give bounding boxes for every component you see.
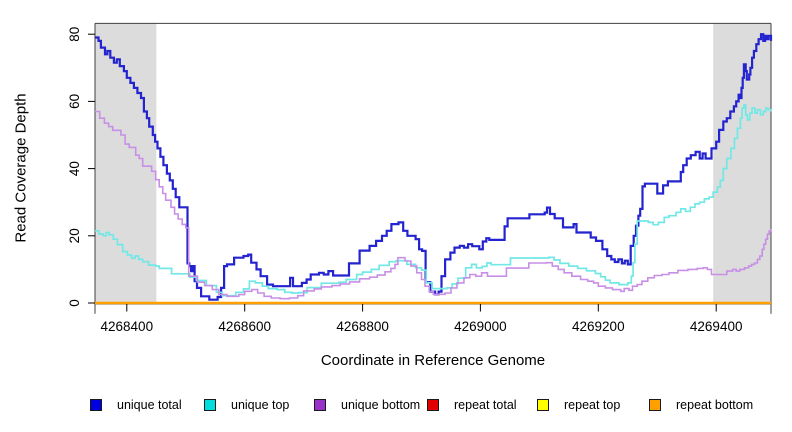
legend-item-repeat-top: repeat top [537,397,620,413]
legend-label: repeat bottom [676,398,754,412]
legend-swatch-icon [204,399,216,411]
legend-label: unique bottom [341,398,421,412]
legend-swatch-icon [314,399,326,411]
legend-item-unique-total: unique total [90,397,182,413]
legend-label: unique top [231,398,290,412]
x-tick-label: 4268400 [101,319,154,334]
legend-label: unique total [117,398,182,412]
series-unique-top [95,103,772,297]
x-tick-label: 4269000 [454,319,507,334]
legend-swatch-icon [537,399,549,411]
x-tick-label: 4268600 [218,319,271,334]
legend-item-repeat-bottom: repeat bottom [649,397,753,413]
shaded-region [713,23,771,304]
legend: unique total unique top unique bottom repea… [0,397,792,415]
y-axis-title: Read Coverage Depth [12,93,30,243]
legend-item-unique-bottom: unique bottom [314,397,420,413]
x-tick-label: 4269400 [690,319,743,334]
x-tick-label: 4269200 [572,319,625,334]
legend-item-repeat-total: repeat total [427,397,517,413]
legend-swatch-icon [427,399,439,411]
y-tick-label: 20 [67,228,82,243]
legend-swatch-icon [649,399,661,411]
series-unique-bottom [95,110,772,300]
legend-label: repeat total [454,398,517,412]
legend-label: repeat top [564,398,621,412]
x-axis-title: Coordinate in Reference Genome [320,352,546,369]
y-tick-label: 80 [67,27,82,42]
legend-item-unique-top: unique top [204,397,289,413]
y-tick-label: 60 [67,94,82,109]
series-unique-total [95,33,773,301]
x-tick-label: 4268800 [336,319,389,334]
y-tick-label: 0 [67,299,82,307]
legend-swatch-icon [90,399,102,411]
y-tick-label: 40 [67,161,82,176]
